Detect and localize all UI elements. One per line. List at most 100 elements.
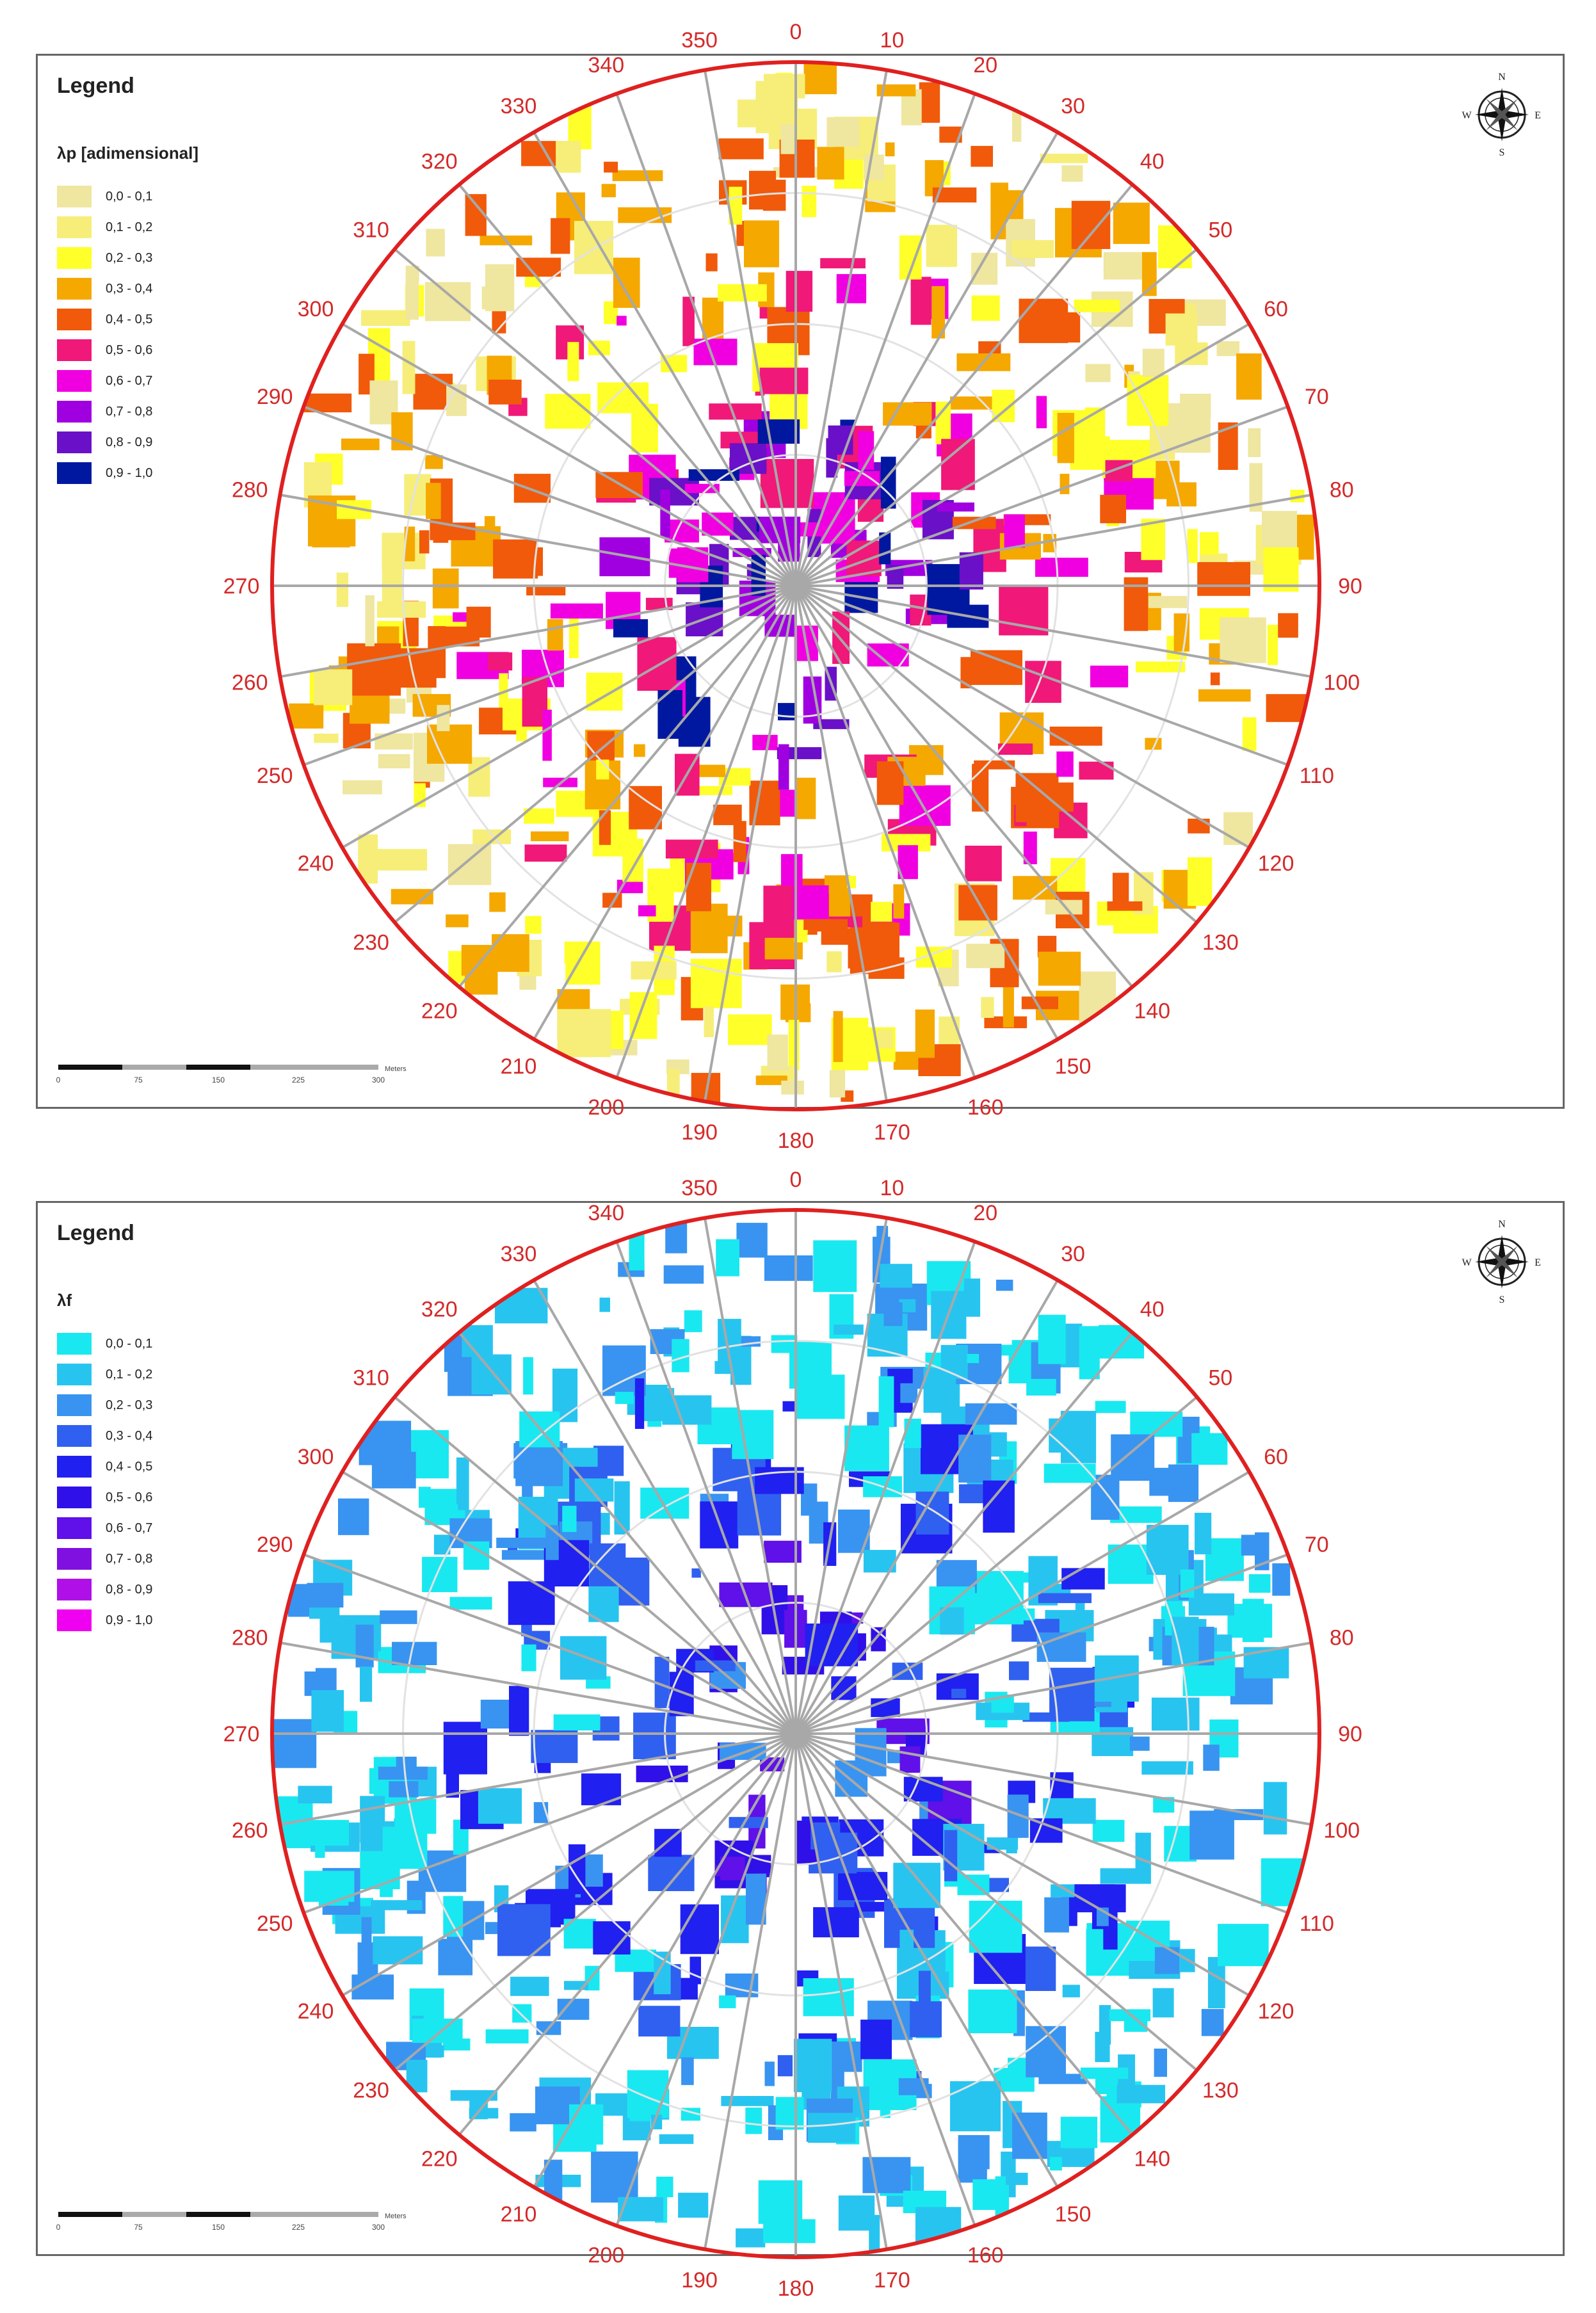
sector-ray	[280, 1641, 796, 1735]
building	[378, 754, 410, 769]
building	[893, 1862, 940, 1908]
building	[1266, 694, 1319, 722]
building	[369, 1768, 379, 1794]
building	[879, 532, 891, 565]
building	[634, 744, 645, 757]
building	[523, 1357, 533, 1395]
outer-boundary-circle	[270, 1208, 1321, 2259]
legend-item: 0,9 - 1,0	[57, 458, 198, 488]
building	[1188, 1593, 1234, 1616]
building	[485, 2029, 529, 2043]
building	[838, 1872, 888, 1901]
building	[604, 161, 618, 173]
building	[803, 1978, 854, 2017]
building	[910, 277, 931, 325]
building	[999, 586, 1049, 636]
sector-ray	[458, 184, 797, 587]
compass-e-label: E	[1535, 1257, 1541, 1268]
building	[1057, 412, 1074, 463]
building	[950, 2081, 1001, 2132]
legend-swatch	[57, 1579, 92, 1600]
sector-angle-label: 340	[588, 1201, 624, 1225]
building	[764, 2061, 775, 2086]
sector-angle-label: 280	[232, 478, 268, 503]
building	[481, 286, 511, 310]
building	[996, 1279, 1013, 1291]
building	[484, 516, 496, 551]
building	[656, 2177, 673, 2198]
building	[959, 552, 983, 590]
sector-ray	[533, 584, 797, 1040]
building	[1154, 1947, 1180, 1974]
building	[719, 1995, 736, 2008]
building	[550, 603, 603, 619]
building	[665, 519, 699, 543]
sector-angle-label: 140	[1134, 2147, 1170, 2171]
building	[880, 1264, 912, 1288]
sector-angle-label: 10	[880, 1176, 904, 1200]
building	[971, 295, 1000, 321]
compass-s-label: S	[1499, 147, 1505, 158]
building	[983, 1480, 1015, 1533]
building	[935, 401, 951, 445]
legend-item: 0,2 - 0,3	[57, 243, 198, 273]
building	[488, 652, 513, 671]
sector-angle-label: 320	[421, 150, 458, 174]
sector-angle-label: 300	[298, 1445, 334, 1469]
building	[662, 1395, 712, 1425]
building	[446, 914, 469, 928]
building	[377, 849, 428, 871]
building	[981, 997, 994, 1018]
building	[599, 810, 611, 845]
sector-angle-label: 240	[298, 851, 334, 876]
building	[682, 296, 695, 346]
sector-angle-label: 110	[1300, 1912, 1334, 1936]
building	[855, 1728, 887, 1777]
legend-item: 0,0 - 0,1	[57, 181, 198, 212]
sector-ray	[794, 93, 976, 586]
building	[389, 1781, 419, 1798]
legend-class-list: 0,0 - 0,1 0,1 - 0,2 0,2 - 0,3 0,3 - 0,4 …	[57, 181, 198, 488]
sector-ray	[394, 1732, 797, 2072]
legend-class-list: 0,0 - 0,1 0,1 - 0,2 0,2 - 0,3 0,3 - 0,4 …	[57, 1328, 152, 1636]
legend-item-label: 0,9 - 1,0	[106, 465, 153, 480]
north-arrow-compass-icon: N S E W	[1462, 72, 1540, 158]
sector-angle-label: 20	[973, 1201, 997, 1225]
building	[648, 1855, 695, 1891]
building	[556, 141, 581, 173]
sector-ray	[533, 1732, 797, 2188]
legend-variable-label: λf	[57, 1291, 72, 1310]
building	[697, 786, 732, 795]
building	[631, 403, 658, 453]
compass-w-label: W	[1462, 1257, 1472, 1268]
building	[380, 1610, 417, 1624]
building	[659, 2134, 694, 2144]
scale-tick-label: 300	[372, 2223, 385, 2232]
building	[762, 179, 786, 211]
sector-angle-label: 160	[967, 2243, 1004, 2268]
sector-ray	[794, 584, 1134, 988]
building	[940, 1607, 964, 1635]
building	[854, 1901, 885, 1912]
sector-ray	[795, 584, 1289, 766]
building	[757, 419, 800, 444]
sector-ray	[794, 1218, 888, 1734]
sector-ray	[394, 584, 797, 924]
building	[1203, 1745, 1220, 1771]
scale-tick-label: 0	[56, 1076, 61, 1084]
building	[836, 274, 867, 303]
building	[1062, 1985, 1080, 1997]
building	[1025, 1946, 1056, 1991]
building	[899, 1299, 916, 1312]
building	[633, 1713, 676, 1759]
legend-item-label: 0,0 - 0,1	[106, 189, 153, 204]
building	[422, 1556, 458, 1592]
building	[634, 1378, 645, 1429]
legend-item: 0,8 - 0,9	[57, 427, 198, 458]
building	[431, 2045, 444, 2058]
building	[971, 145, 993, 167]
building	[1107, 901, 1143, 911]
building	[819, 1611, 852, 1625]
building	[944, 1830, 958, 1882]
building	[419, 530, 430, 554]
